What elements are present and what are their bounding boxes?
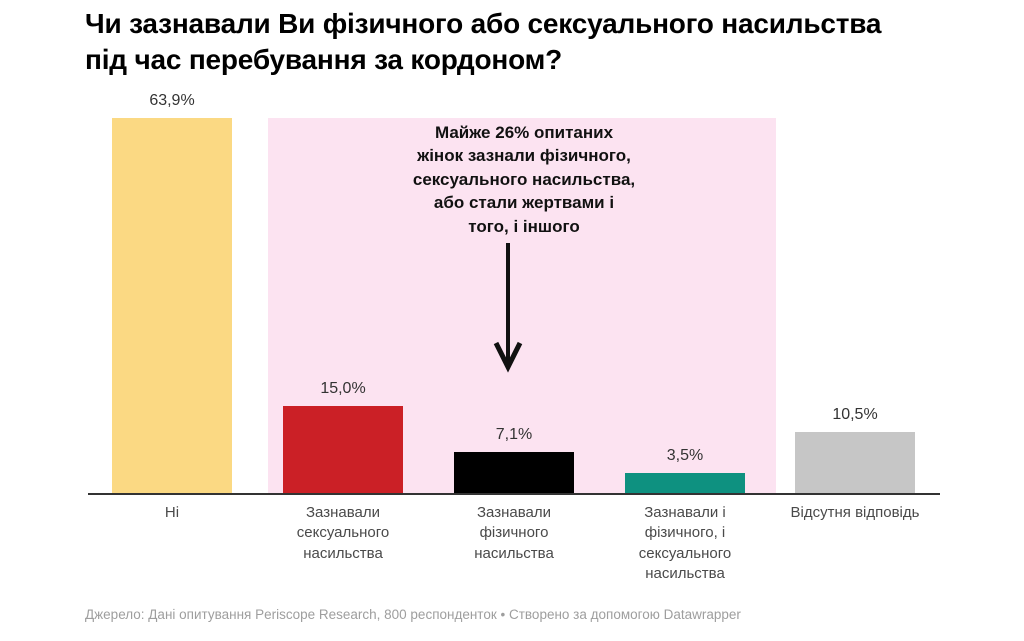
annotation-text: Майже 26% опитаних жінок зазнали фізично… (412, 123, 636, 236)
down-arrow-icon (493, 243, 523, 373)
category-label: Зазнавали фізичного насильства (474, 504, 554, 562)
bar-value-label: 10,5% (832, 406, 878, 423)
bar-value-label: 63,9% (149, 92, 195, 109)
category-label: Відсутня відповідь (790, 504, 920, 521)
x-axis-line (88, 493, 940, 495)
category-label: Зазнавали і фізичного, і сексуального на… (638, 504, 732, 582)
bar-value-label: 15,0% (320, 380, 366, 397)
bar-2 (283, 406, 403, 494)
bar-value-label: 7,1% (495, 426, 533, 443)
chart-title: Чи зазнавали Ви фізичного або сексуально… (85, 8, 882, 76)
category-label: Зазнавали сексуального насильства (296, 504, 390, 562)
bar-5 (795, 432, 915, 494)
source-caption: Джерело: Дані опитування Periscope Resea… (85, 607, 741, 622)
bar-1 (112, 118, 232, 494)
bar-3 (454, 452, 574, 494)
bar-4 (625, 473, 745, 494)
category-label: Ні (164, 504, 180, 521)
bar-value-label: 3,5% (666, 447, 704, 464)
